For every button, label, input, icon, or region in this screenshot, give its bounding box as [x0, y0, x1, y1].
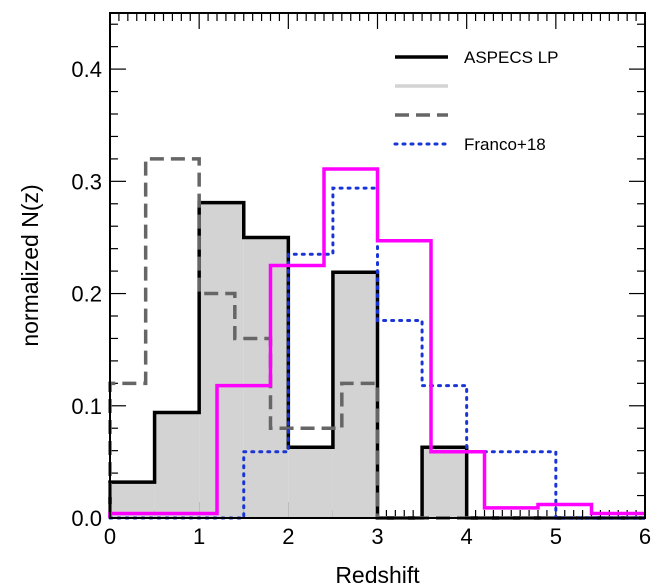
y-axis-label: normalized N(z) [17, 184, 43, 346]
histogram-fill-bar [243, 237, 289, 518]
histogram-fill-bar [154, 412, 200, 518]
y-tick-label: 0.0 [71, 506, 102, 531]
legend-label: ASPECS LP [464, 48, 559, 67]
histogram-fill-bar [422, 447, 467, 518]
histogram-fill-bar [332, 272, 378, 518]
x-tick-label: 3 [371, 524, 383, 549]
tick-labels: 0 1 2 3 4 5 6 0.0 0.1 0.2 0.3 0.4 [71, 57, 651, 549]
y-tick-label: 0.3 [71, 169, 102, 194]
y-tick-label: 0.1 [71, 394, 102, 419]
x-tick-label: 6 [639, 524, 651, 549]
x-axis-label: Redshift [335, 562, 420, 587]
series-line-stach-19 [108, 167, 645, 518]
x-tick-label: 1 [193, 524, 205, 549]
y-tick-label: 0.2 [71, 282, 102, 307]
legend-label: Franco+18 [464, 135, 546, 154]
histogram-fill-bar [288, 447, 333, 518]
series-layer [108, 157, 647, 520]
x-tick-label: 4 [461, 524, 473, 549]
x-tick-label: 5 [550, 524, 562, 549]
x-tick-label: 0 [104, 524, 116, 549]
plot-frame [109, 12, 646, 519]
legend: ASPECS LP Franco+18 [393, 48, 559, 154]
histogram-fill-bar [199, 202, 244, 518]
y-tick-label: 0.4 [71, 57, 102, 82]
x-tick-label: 2 [282, 524, 294, 549]
series-line-franco-18 [108, 186, 647, 520]
